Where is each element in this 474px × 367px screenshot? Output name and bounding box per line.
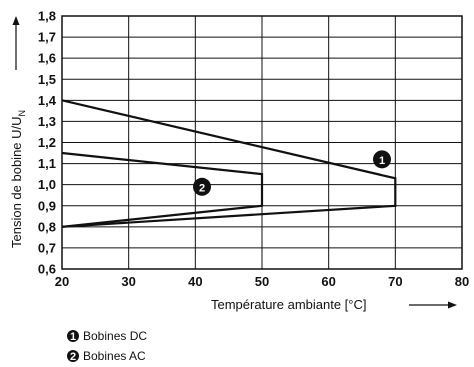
- x-tick-label: 40: [188, 274, 202, 289]
- x-tick-label: 50: [255, 274, 269, 289]
- y-axis-label: Tension de bobine U/UN: [9, 110, 27, 248]
- legend-label-ac: Bobines AC: [83, 349, 146, 363]
- y-axis-arrow-head: [12, 16, 20, 25]
- y-tick-label: 1,3: [38, 114, 56, 129]
- legend: 1 Bobines DC 2 Bobines AC: [67, 329, 147, 363]
- series-marker-text-2: 2: [199, 182, 205, 194]
- x-tick-label: 30: [121, 274, 135, 289]
- series-group: [61, 99, 397, 228]
- series-marker-2: [193, 177, 211, 196]
- y-tick-label: 1,5: [38, 72, 56, 87]
- x-tick-labels: 20 30 40 50 60 70 80: [55, 274, 469, 289]
- y-tick-label: 0,6: [38, 262, 56, 277]
- y-tick-label: 1,4: [38, 93, 57, 108]
- x-tick-label: 70: [388, 274, 402, 289]
- legend-entry-ac: 2 Bobines AC: [67, 349, 146, 363]
- y-axis-label-group: Tension de bobine U/UN: [9, 16, 27, 248]
- legend-marker-1-text: 1: [70, 331, 76, 343]
- grid: [61, 15, 463, 270]
- y-tick-label: 0,7: [38, 240, 56, 255]
- y-tick-label: 1,6: [38, 51, 56, 66]
- x-tick-label: 80: [455, 274, 469, 289]
- legend-marker-2-text: 2: [70, 351, 76, 363]
- y-tick-label: 0,8: [38, 219, 56, 234]
- x-axis-label: Température ambiante [°C]: [211, 297, 367, 312]
- y-tick-label: 1,0: [38, 177, 56, 192]
- y-tick-label: 1,2: [38, 135, 56, 150]
- legend-label-dc: Bobines DC: [83, 329, 147, 343]
- y-tick-label: 0,9: [38, 198, 56, 213]
- series-marker-1: [373, 150, 391, 169]
- series-line-1: [61, 99, 397, 228]
- legend-marker-2: [67, 350, 79, 362]
- series-markers: 12: [193, 150, 391, 196]
- plot-frame: [61, 15, 463, 270]
- legend-entry-dc: 1 Bobines DC: [67, 329, 147, 343]
- y-tick-label: 1,7: [38, 30, 56, 45]
- x-axis-label-group: Température ambiante [°C]: [211, 297, 457, 312]
- series-marker-text-1: 1: [379, 155, 385, 167]
- x-tick-label: 60: [321, 274, 335, 289]
- y-tick-label: 1,1: [38, 156, 56, 171]
- legend-marker-1: [67, 330, 79, 342]
- y-tick-label: 1,8: [38, 9, 56, 24]
- series-line-2: [61, 151, 264, 228]
- x-tick-label: 20: [55, 274, 69, 289]
- y-tick-labels: 0,6 0,7 0,8 0,9 1,0 1,1 1,2 1,3 1,4 1,5 1,6 1,7 1,8: [38, 9, 57, 277]
- x-axis-arrow-head: [448, 301, 457, 309]
